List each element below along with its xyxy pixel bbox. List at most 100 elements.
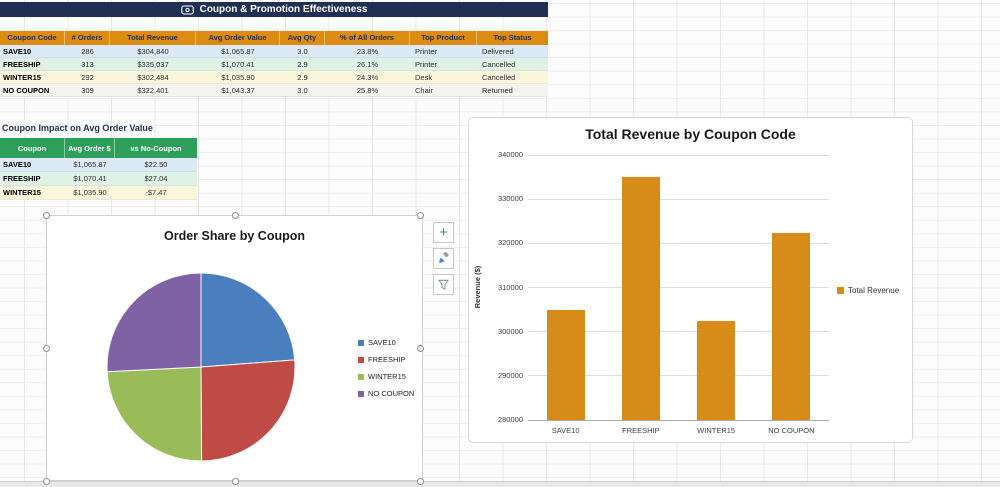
bar-legend[interactable]: Total Revenue — [837, 286, 899, 295]
cell[interactable]: $1,065.87 — [65, 158, 115, 172]
selection-handle-middle-right[interactable] — [417, 345, 424, 352]
legend-label: NO COUPON — [368, 389, 415, 398]
cell[interactable]: Cancelled — [477, 58, 548, 71]
cell[interactable]: 2.9 — [280, 58, 325, 71]
funnel-icon — [438, 279, 449, 290]
gridline — [528, 375, 829, 377]
legend-label: WINTER15 — [368, 372, 406, 381]
column-header[interactable]: % of All Orders — [325, 31, 410, 45]
cell[interactable]: Chair — [410, 84, 477, 97]
cell[interactable]: $1,035.90 — [65, 186, 115, 200]
cell[interactable]: SAVE10 — [0, 45, 65, 58]
cell[interactable]: 26.1% — [325, 58, 410, 71]
legend-item[interactable]: FREESHIP — [358, 355, 414, 364]
bar-WINTER15[interactable] — [697, 320, 736, 420]
legend-item[interactable]: NO COUPON — [358, 389, 414, 398]
column-header[interactable]: Top Product — [410, 31, 477, 45]
table-row: SAVE10 $1,065.87 $22.50 — [0, 158, 197, 172]
cell[interactable]: Printer — [410, 45, 477, 58]
impact-table-title: Coupon Impact on Avg Order Value — [2, 123, 153, 133]
cell[interactable]: Cancelled — [477, 71, 548, 84]
column-header[interactable]: # Orders — [65, 31, 110, 45]
bar-NO COUPON[interactable] — [772, 232, 811, 420]
cell[interactable]: $1,070.41 — [65, 172, 115, 186]
selection-handle-top-left[interactable] — [43, 212, 50, 219]
pie-slice-SAVE10[interactable] — [200, 272, 296, 368]
cell[interactable]: $1,065.87 — [196, 45, 280, 58]
pie-legend: SAVE10 FREESHIP WINTER15 NO COUPON — [358, 338, 414, 406]
bar-FREESHIP[interactable] — [621, 176, 660, 420]
gridline — [528, 242, 829, 244]
selection-handle-middle-left[interactable] — [43, 345, 50, 352]
sheet-title-banner[interactable]: Coupon & Promotion Effectiveness — [0, 2, 548, 17]
table-row: WINTER15 292 $302,484 $1,035.90 2.9 24.3% Desk… — [0, 71, 548, 84]
cell[interactable]: Returned — [477, 84, 548, 97]
column-header[interactable]: Coupon Code — [0, 31, 65, 45]
table-header-row: Coupon Avg Order $ vs No-Coupon — [0, 138, 197, 158]
gridline — [528, 287, 829, 288]
cell[interactable]: 292 — [65, 71, 110, 84]
cell[interactable]: NO COUPON — [0, 84, 65, 97]
legend-swatch — [358, 339, 364, 346]
column-header[interactable]: Avg Order $ — [65, 138, 115, 158]
y-tick-label: 280000 — [497, 415, 523, 424]
cell[interactable]: WINTER15 — [0, 71, 65, 84]
chart-filters-button[interactable] — [433, 274, 454, 295]
cell[interactable]: $335,037 — [110, 58, 196, 71]
selection-handle-bottom-right[interactable] — [417, 478, 424, 485]
chart-styles-button[interactable] — [433, 248, 454, 269]
cell[interactable]: $1,035.90 — [196, 71, 280, 84]
pie-chart-object[interactable]: Order Share by Coupon SAVE10 FREESHIP WINT… — [43, 212, 424, 485]
cell[interactable]: $304,840 — [110, 45, 196, 58]
column-header[interactable]: Avg Qty — [280, 31, 325, 45]
column-header[interactable]: Coupon — [0, 138, 65, 158]
cell[interactable]: 3.0 — [280, 45, 325, 58]
column-header[interactable]: Total Revenue — [110, 31, 196, 45]
selection-handle-bottom-left[interactable] — [43, 478, 50, 485]
cell[interactable]: 2.9 — [280, 71, 325, 84]
table-row: FREESHIP 313 $335,037 $1,070.41 2.9 26.1% Prin… — [0, 58, 548, 71]
cell[interactable]: $22.50 — [115, 158, 197, 172]
chart-elements-button[interactable]: + — [433, 222, 454, 243]
gridline — [528, 419, 829, 421]
cell[interactable]: Desk — [410, 71, 477, 84]
pie-slice-WINTER15[interactable] — [106, 366, 203, 462]
bar-chart-object[interactable]: Total Revenue by Coupon Code Revenue ($)… — [468, 117, 913, 443]
cell[interactable]: $302,484 — [110, 71, 196, 84]
cell[interactable]: $1,043.37 — [196, 84, 280, 97]
cell[interactable]: FREESHIP — [0, 58, 65, 71]
cell[interactable]: Printer — [410, 58, 477, 71]
gridline — [528, 331, 829, 333]
selection-handle-top-right[interactable] — [417, 212, 424, 219]
cell[interactable]: FREESHIP — [0, 172, 65, 186]
cell[interactable]: 286 — [65, 45, 110, 58]
cell[interactable]: 23.8% — [325, 45, 410, 58]
cell[interactable]: $322,401 — [110, 84, 196, 97]
bar-SAVE10[interactable] — [546, 310, 585, 420]
cell[interactable]: 309 — [65, 84, 110, 97]
y-tick-label: 310000 — [497, 282, 523, 292]
cell[interactable]: 25.8% — [325, 84, 410, 97]
pie-slice-FREESHIP[interactable] — [200, 359, 296, 462]
legend-item[interactable]: WINTER15 — [358, 372, 414, 381]
cell[interactable]: WINTER15 — [0, 186, 65, 200]
cell[interactable]: -$7.47 — [115, 186, 197, 200]
pie-slice-NO COUPON[interactable] — [106, 272, 202, 373]
y-tick-label: 300000 — [497, 326, 523, 336]
legend-item[interactable]: SAVE10 — [358, 338, 414, 347]
cell[interactable]: SAVE10 — [0, 158, 65, 172]
column-header[interactable]: vs No-Coupon — [115, 138, 197, 158]
cell[interactable]: 24.3% — [325, 71, 410, 84]
selection-handle-bottom-middle[interactable] — [232, 478, 239, 485]
bar-plot-area: 280000 290000 300000 310000 320000 330000 3400… — [498, 150, 829, 435]
column-header[interactable]: Top Status — [477, 31, 548, 45]
legend-label: FREESHIP — [368, 355, 406, 364]
cell[interactable]: $27.04 — [115, 172, 197, 186]
cell[interactable]: 3.0 — [280, 84, 325, 97]
cell[interactable]: $1,070.41 — [196, 58, 280, 71]
column-header[interactable]: Avg Order Value — [196, 31, 280, 45]
selection-handle-top-middle[interactable] — [232, 212, 239, 219]
cell[interactable]: 313 — [65, 58, 110, 71]
cell[interactable]: Delivered — [477, 45, 548, 58]
